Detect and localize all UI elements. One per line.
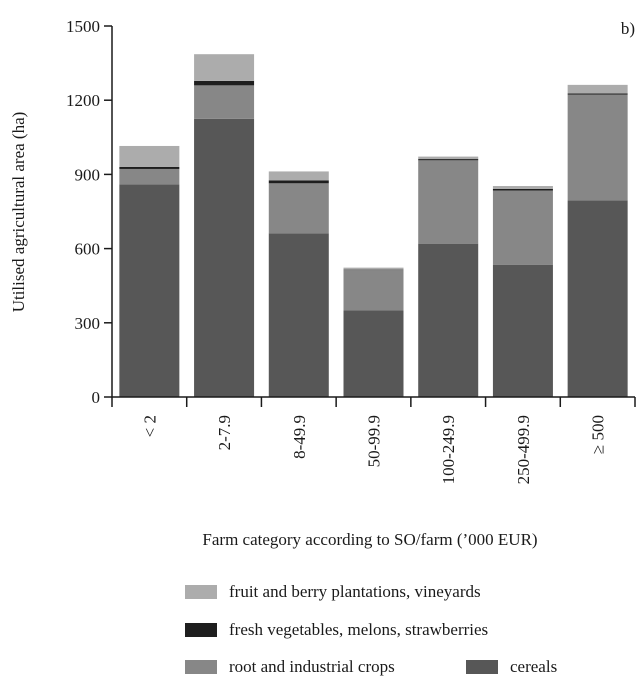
bar-segment-4-0 bbox=[418, 243, 479, 397]
bar-segment-0-1 bbox=[119, 168, 180, 185]
bar-segment-6-1 bbox=[567, 94, 628, 201]
x-tick-label-0: < 2 bbox=[140, 415, 159, 437]
bar-segment-2-0 bbox=[268, 233, 329, 397]
bar-segment-5-0 bbox=[492, 264, 553, 397]
y-ticks-group: 0 300 600 900 1200 1500 bbox=[66, 17, 112, 407]
x-tick-label-2: 8-49.9 bbox=[290, 415, 309, 459]
bar-segment-2-2 bbox=[268, 180, 329, 184]
bar-segment-5-3 bbox=[492, 186, 553, 189]
bar-segment-0-2 bbox=[119, 166, 180, 169]
bar-segment-1-2 bbox=[194, 80, 255, 86]
panel-label: b) bbox=[621, 19, 635, 38]
y-axis-label: Utilised agricultural area (ha) bbox=[9, 112, 28, 313]
y-tick-label-5: 1500 bbox=[66, 17, 100, 36]
x-ticks-group: < 2 2-7.9 8-49.9 50-99.9 100-249.9 250-499.9 ≥… bbox=[111, 397, 636, 484]
y-tick-label-4: 1200 bbox=[66, 91, 100, 110]
x-tick-label-3: 50-99.9 bbox=[365, 415, 384, 467]
y-tick-label-3: 900 bbox=[75, 165, 101, 184]
bar-segment-0-3 bbox=[119, 145, 180, 167]
bar-segment-1-1 bbox=[194, 85, 255, 119]
bar-segment-3-0 bbox=[343, 310, 404, 397]
bars-group bbox=[119, 54, 628, 397]
x-tick-label-1: 2-7.9 bbox=[215, 415, 234, 450]
bar-segment-6-0 bbox=[567, 200, 628, 397]
bar-segment-2-3 bbox=[268, 171, 329, 181]
bar-segment-0-0 bbox=[119, 184, 180, 397]
bar-segment-5-2 bbox=[492, 188, 553, 191]
y-tick-label-1: 300 bbox=[75, 314, 101, 333]
bar-segment-4-3 bbox=[418, 156, 479, 160]
bar-segment-2-1 bbox=[268, 183, 329, 234]
y-tick-label-0: 0 bbox=[92, 388, 101, 407]
bar-segment-1-3 bbox=[194, 54, 255, 81]
y-tick-label-2: 600 bbox=[75, 240, 101, 259]
bar-segment-1-0 bbox=[194, 118, 255, 397]
bar-segment-6-3 bbox=[567, 84, 628, 94]
x-axis-label: Farm category according to SO/farm (’000… bbox=[202, 530, 537, 549]
bar-segment-3-3 bbox=[343, 267, 404, 270]
bar-segment-4-2 bbox=[418, 159, 479, 161]
bar-segment-3-1 bbox=[343, 270, 404, 311]
bar-segment-4-1 bbox=[418, 160, 479, 244]
x-tick-label-5: 250-499.9 bbox=[514, 415, 533, 484]
bar-segment-6-2 bbox=[567, 93, 628, 95]
x-tick-label-4: 100-249.9 bbox=[439, 415, 458, 484]
x-tick-label-6: ≥ 500 bbox=[589, 415, 608, 454]
bar-segment-5-1 bbox=[492, 190, 553, 265]
